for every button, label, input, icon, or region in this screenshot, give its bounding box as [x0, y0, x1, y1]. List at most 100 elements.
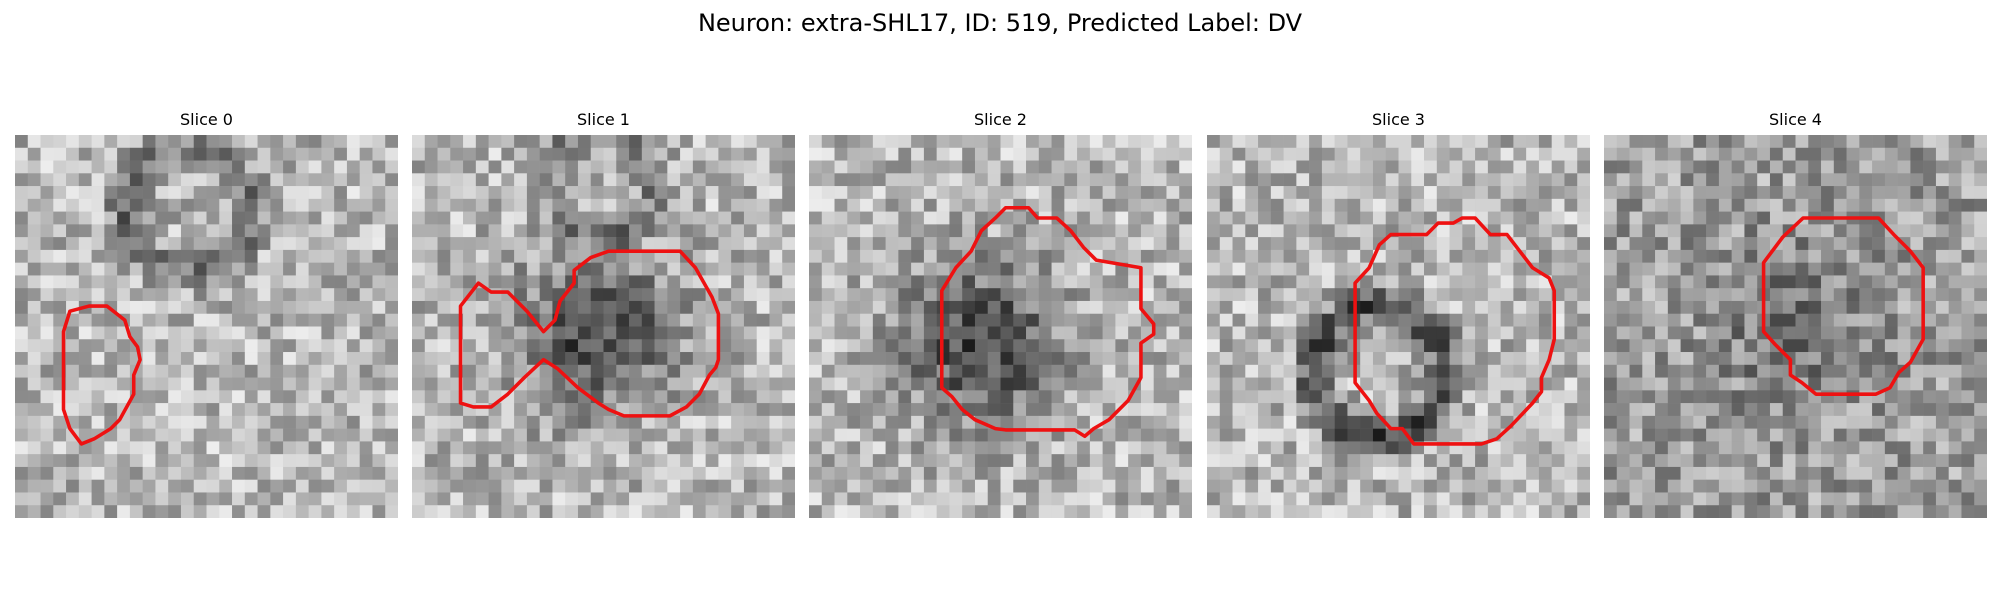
image-pixel [577, 237, 591, 251]
image-pixel [1064, 160, 1078, 174]
image-pixel [219, 186, 233, 200]
image-pixel [1360, 300, 1374, 314]
image-pixel [1179, 173, 1192, 187]
image-pixel [1153, 135, 1167, 149]
image-pixel [1038, 275, 1052, 289]
image-pixel [1884, 147, 1898, 161]
image-pixel [872, 441, 886, 455]
image-pixel [667, 237, 681, 251]
image-pixel [450, 479, 464, 493]
image-pixel [1577, 211, 1590, 225]
image-pixel [359, 147, 373, 161]
image-pixel [1757, 173, 1771, 187]
image-pixel [1526, 377, 1540, 391]
image-pixel [1398, 454, 1412, 468]
image-pixel [756, 377, 770, 391]
image-pixel [1449, 313, 1463, 327]
image-pixel [1475, 300, 1489, 314]
image-pixel [616, 441, 630, 455]
image-pixel [834, 249, 848, 263]
image-pixel [603, 135, 617, 149]
image-pixel [1077, 415, 1091, 429]
image-pixel [667, 466, 681, 480]
image-pixel [1693, 313, 1707, 327]
image-pixel [1334, 313, 1348, 327]
image-pixel [1245, 249, 1259, 263]
image-pixel [1872, 173, 1886, 187]
image-pixel [1207, 454, 1221, 468]
image-pixel [1910, 415, 1924, 429]
slice-image [1207, 135, 1590, 518]
image-pixel [463, 505, 477, 518]
image-pixel [1115, 135, 1129, 149]
image-pixel [1808, 454, 1822, 468]
image-pixel [27, 454, 41, 468]
image-pixel [949, 415, 963, 429]
image-pixel [1207, 160, 1221, 174]
image-pixel [1629, 198, 1643, 212]
image-pixel [603, 454, 617, 468]
image-pixel [1166, 186, 1180, 200]
image-pixel [1449, 237, 1463, 251]
image-pixel [1140, 415, 1154, 429]
image-pixel [424, 377, 438, 391]
image-pixel [129, 224, 143, 238]
image-pixel [412, 364, 426, 378]
image-pixel [1487, 211, 1501, 225]
image-pixel [1680, 186, 1694, 200]
image-pixel [1616, 441, 1630, 455]
image-pixel [987, 237, 1001, 251]
image-pixel [1693, 237, 1707, 251]
slice-title: Slice 2 [974, 110, 1027, 129]
image-pixel [1219, 288, 1233, 302]
image-pixel [1910, 211, 1924, 225]
image-pixel [577, 441, 591, 455]
image-pixel [1436, 300, 1450, 314]
image-pixel [1115, 275, 1129, 289]
image-pixel [1102, 377, 1116, 391]
image-pixel [782, 186, 795, 200]
image-pixel [809, 441, 823, 455]
image-pixel [1166, 390, 1180, 404]
image-pixel [1372, 147, 1386, 161]
image-pixel [437, 147, 451, 161]
image-pixel [1321, 135, 1335, 149]
image-pixel [1013, 339, 1027, 353]
image-pixel [334, 198, 348, 212]
image-pixel [129, 237, 143, 251]
image-pixel [898, 224, 912, 238]
image-pixel [1948, 466, 1962, 480]
image-pixel [1115, 390, 1129, 404]
image-pixel [1604, 505, 1618, 518]
image-pixel [1923, 339, 1937, 353]
image-pixel [1487, 364, 1501, 378]
image-pixel [667, 313, 681, 327]
image-pixel [257, 352, 271, 366]
image-pixel [1616, 492, 1630, 506]
image-pixel [1604, 466, 1618, 480]
image-pixel [1089, 186, 1103, 200]
image-pixel [1089, 479, 1103, 493]
image-pixel [1604, 403, 1618, 417]
image-pixel [654, 160, 668, 174]
image-pixel [1153, 173, 1167, 187]
image-pixel [1795, 428, 1809, 442]
image-pixel [1731, 211, 1745, 225]
image-pixel [911, 390, 925, 404]
image-pixel [1680, 313, 1694, 327]
image-pixel [809, 198, 823, 212]
image-pixel [1102, 466, 1116, 480]
image-pixel [1948, 198, 1962, 212]
image-pixel [308, 288, 322, 302]
image-pixel [1102, 505, 1116, 518]
image-pixel [66, 135, 80, 149]
image-pixel [1655, 198, 1669, 212]
image-pixel [692, 428, 706, 442]
image-pixel [206, 466, 220, 480]
image-pixel [654, 339, 668, 353]
image-pixel [731, 135, 745, 149]
image-pixel [1398, 135, 1412, 149]
image-pixel [488, 492, 502, 506]
image-pixel [40, 249, 54, 263]
image-pixel [1821, 441, 1835, 455]
